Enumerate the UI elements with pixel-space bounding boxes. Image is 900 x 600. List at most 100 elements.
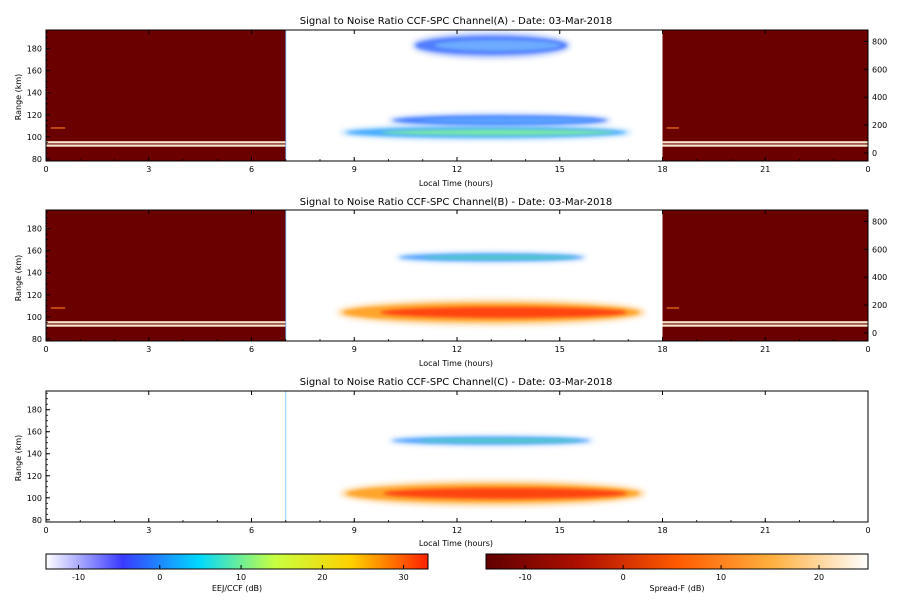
panel-a-night-region [662, 30, 868, 161]
panel-c-xtick-label: 18 [657, 526, 667, 535]
panel-c-xtick-label: 6 [249, 526, 254, 535]
panel-b-spread-f-streak [662, 324, 868, 327]
panel-b-y2tick-label: 800 [872, 217, 887, 226]
panel-b-xtick-label: 0 [865, 345, 870, 354]
colorbar-spread-f-label: Spread-F (dB) [649, 584, 704, 593]
panel-a-ylabel: Range (km) [14, 74, 23, 121]
panel-a-y2tick-label: 200 [872, 121, 887, 130]
panel-b-spread-f-streak [46, 324, 286, 327]
panel-a-ytick-label: 140 [27, 89, 42, 98]
panel-b-xtick-label: 6 [249, 345, 254, 354]
panel-c-ytick-label: 100 [27, 494, 42, 503]
colorbar-tick-label: -10 [519, 573, 532, 582]
panel-b-spread-f-streak [50, 307, 66, 309]
panel-c-ytick-label: 80 [32, 516, 42, 525]
panel-b-title: Signal to Noise Ratio CCF-SPC Channel(B)… [300, 197, 613, 208]
colorbar-tick-label: 20 [814, 573, 824, 582]
panel-c-xtick-label: 0 [43, 526, 48, 535]
panel-a-ytick-label: 180 [27, 45, 42, 54]
panel-a-xlabel: Local Time (hours) [419, 179, 493, 188]
panel-channel-b: Signal to Noise Ratio CCF-SPC Channel(B)… [14, 197, 887, 368]
panel-b-night-region [662, 210, 868, 341]
panel-c-echo-core [383, 487, 628, 499]
panel-b-echo-layer [337, 252, 646, 325]
panel-c-xlabel: Local Time (hours) [419, 539, 493, 548]
panel-a-y2tick-label: 800 [872, 37, 887, 46]
panel-a-ytick-label: 160 [27, 67, 42, 76]
panel-a-ytick-label: 120 [27, 111, 42, 120]
panel-a-y2tick-label: 400 [872, 93, 887, 102]
panel-c-ytick-label: 160 [27, 428, 42, 437]
panel-a-echo-core [381, 129, 615, 136]
panel-b-xtick-label: 12 [452, 345, 462, 354]
panel-b-echo-core [380, 306, 627, 318]
panel-channel-a: Signal to Noise Ratio CCF-SPC Channel(A)… [14, 16, 887, 188]
colorbar-tick-label: 0 [157, 573, 162, 582]
panel-c-echo-core [417, 438, 582, 443]
panel-c-echo-layer [340, 435, 646, 506]
panel-a-xtick-label: 6 [249, 165, 254, 174]
panel-a-xtick-label: 0 [43, 165, 48, 174]
panel-b-y2tick-label: 200 [872, 301, 887, 310]
panel-b-y2tick-label: 400 [872, 273, 887, 282]
panel-a-spread-f-streak [666, 127, 679, 129]
panel-a-spread-f-streak [50, 127, 66, 129]
panel-b-xtick-label: 18 [657, 345, 667, 354]
panel-b-xtick-label: 21 [760, 345, 770, 354]
panel-b-y2tick-label: 600 [872, 245, 887, 254]
panel-a-xtick-label: 9 [352, 165, 357, 174]
panel-b-xtick-label: 0 [43, 345, 48, 354]
panel-a-title: Signal to Noise Ratio CCF-SPC Channel(A)… [300, 16, 612, 27]
panel-b-night-region [46, 210, 286, 341]
panel-b-spread-f-streak [666, 307, 679, 309]
panel-b-y2tick-label: 0 [872, 329, 877, 338]
panel-a-y2tick-label: 600 [872, 65, 887, 74]
colorbar-eej: -10 0 10 20 30 EEJ/CCF (dB) [45, 553, 429, 593]
panel-b-xtick-label: 15 [555, 345, 565, 354]
colorbar-tick-label: 20 [317, 573, 327, 582]
panel-c-xtick-label: 0 [865, 526, 870, 535]
colorbar-eej-gradient [45, 553, 429, 570]
panel-b-spread-f-streak [46, 321, 286, 324]
panel-a-ytick-label: 100 [27, 133, 42, 142]
colorbar-eej-label: EEJ/CCF (dB) [212, 584, 262, 593]
panel-b-ytick-label: 120 [27, 291, 42, 300]
panel-channel-c: Signal to Noise Ratio CCF-SPC Channel(C)… [14, 377, 871, 548]
colorbar-tick-label: 0 [621, 573, 626, 582]
panel-a-xtick-label: 15 [555, 165, 565, 174]
panel-a-ytick-label: 80 [32, 155, 42, 164]
panel-a-night-region [46, 30, 286, 161]
panel-c-xtick-label: 3 [146, 526, 151, 535]
colorbar-tick-label: -10 [72, 573, 85, 582]
panel-a-spread-f-streak [662, 141, 868, 144]
panel-b-ylabel: Range (km) [14, 255, 23, 302]
panel-a-xtick-label: 3 [146, 165, 151, 174]
panel-c-ytick-label: 120 [27, 472, 42, 481]
panel-b-xtick-label: 9 [352, 345, 357, 354]
colorbar-tick-label: 30 [399, 573, 409, 582]
panel-c-ytick-label: 180 [27, 406, 42, 415]
panel-a-xtick-label: 0 [865, 165, 870, 174]
panel-a-xtick-label: 12 [452, 165, 462, 174]
panel-a-spread-f-streak [46, 141, 286, 144]
panel-a-xtick-label: 18 [657, 165, 667, 174]
colorbar-tick-label: 10 [236, 573, 246, 582]
panel-c-xtick-label: 21 [760, 526, 770, 535]
panel-a-echo-core [419, 117, 598, 123]
panel-c-ylabel: Range (km) [14, 435, 23, 482]
panel-b-ytick-label: 180 [27, 225, 42, 234]
panel-a-echo-layer [340, 33, 632, 140]
panel-b-plot: 0 3 6 9 12 15 18 21 0801001201401601800200400600… [27, 209, 887, 354]
panel-b-ytick-label: 140 [27, 269, 42, 278]
panel-b-ytick-label: 100 [27, 313, 42, 322]
colorbar-tick-label: 10 [716, 573, 726, 582]
panel-b-ytick-label: 80 [32, 335, 42, 344]
panel-b-xtick-label: 3 [146, 345, 151, 354]
panel-a-y2tick-label: 0 [872, 149, 877, 158]
panel-b-xlabel: Local Time (hours) [419, 359, 493, 368]
panel-c-xtick-label: 9 [352, 526, 357, 535]
panel-b-ytick-label: 160 [27, 247, 42, 256]
panel-a-xtick-label: 21 [760, 165, 770, 174]
colorbar-spread-f: -10 0 10 20 Spread-F (dB) [485, 553, 869, 593]
